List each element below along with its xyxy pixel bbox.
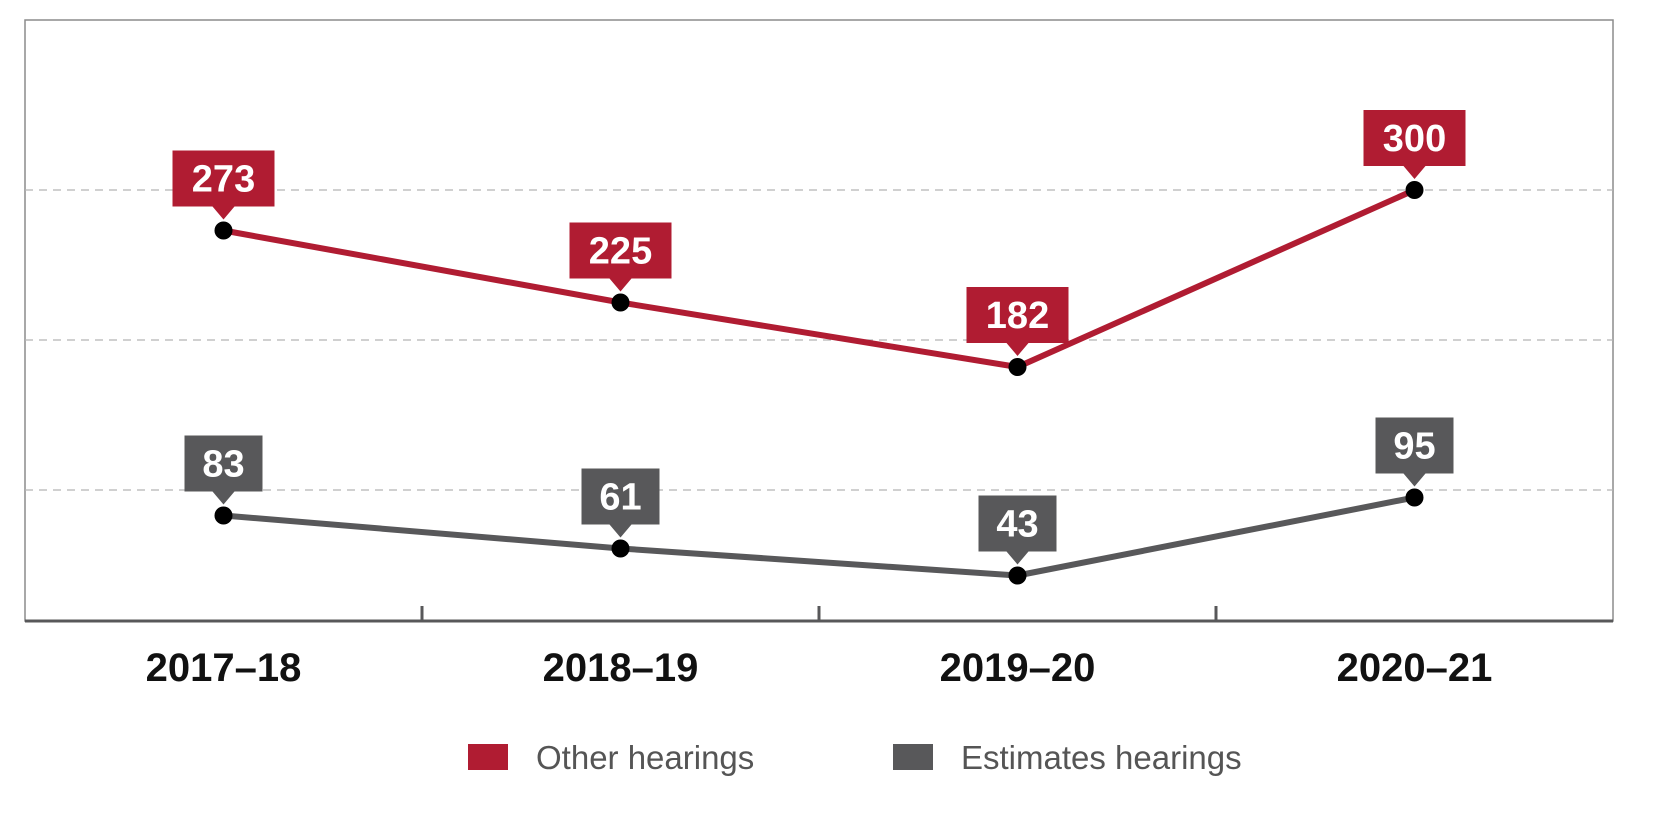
x-axis-tick-labels: 2017–18 2018–19 2019–20 2020–21 <box>146 646 1493 690</box>
data-label-callout <box>1375 417 1454 487</box>
data-label: 182 <box>966 287 1069 356</box>
data-point <box>214 506 233 525</box>
data-point <box>611 539 630 558</box>
data-label-text: 83 <box>202 444 244 486</box>
x-axis-ticks <box>420 606 1218 621</box>
data-label-text: 273 <box>192 159 255 201</box>
data-point <box>1405 488 1424 507</box>
data-point <box>214 221 233 240</box>
data-label-callout <box>172 150 275 220</box>
data-label: 95 <box>1375 417 1454 487</box>
data-label: 225 <box>569 222 672 292</box>
data-label: 300 <box>1363 110 1466 179</box>
data-label: 43 <box>978 495 1057 565</box>
data-point <box>1008 358 1027 376</box>
gridlines <box>25 189 1613 491</box>
data-label-callout <box>184 435 263 505</box>
series-line <box>222 187 1416 370</box>
data-label-text: 43 <box>996 504 1038 546</box>
legend-entry: Estimates hearings <box>893 739 1242 776</box>
data-label-callout <box>581 468 660 538</box>
series-line <box>223 494 1416 579</box>
data-label: 273 <box>172 150 275 220</box>
data-label-callout <box>569 222 672 292</box>
data-label-callout <box>978 495 1057 565</box>
data-point <box>611 293 630 312</box>
x-tick-label: 2019–20 <box>940 646 1096 690</box>
data-label-text: 95 <box>1393 426 1435 468</box>
series-lines <box>222 187 1416 579</box>
data-label-text: 182 <box>986 295 1049 337</box>
legend-entry: Other hearings <box>468 739 754 776</box>
x-tick-label: 2017–18 <box>146 646 302 690</box>
data-label: 83 <box>184 435 263 505</box>
data-label-callout <box>1363 110 1466 179</box>
legend-swatch <box>893 744 933 770</box>
data-point <box>1008 566 1027 585</box>
data-points <box>214 181 1424 585</box>
x-tick-label: 2020–21 <box>1337 646 1493 690</box>
legend-label: Estimates hearings <box>961 739 1242 776</box>
data-label-callout <box>966 287 1069 356</box>
data-labels: 273 225 182 300 83 61 43 95 <box>172 110 1466 565</box>
data-label-text: 61 <box>599 477 641 519</box>
data-point <box>1405 181 1424 199</box>
legend: Other hearings Estimates hearings <box>468 739 1242 776</box>
legend-swatch <box>468 744 508 770</box>
legend-label: Other hearings <box>536 739 754 776</box>
data-label-text: 300 <box>1383 118 1446 160</box>
data-label-text: 225 <box>589 231 652 273</box>
x-tick-label: 2018–19 <box>543 646 699 690</box>
data-label: 61 <box>581 468 660 538</box>
